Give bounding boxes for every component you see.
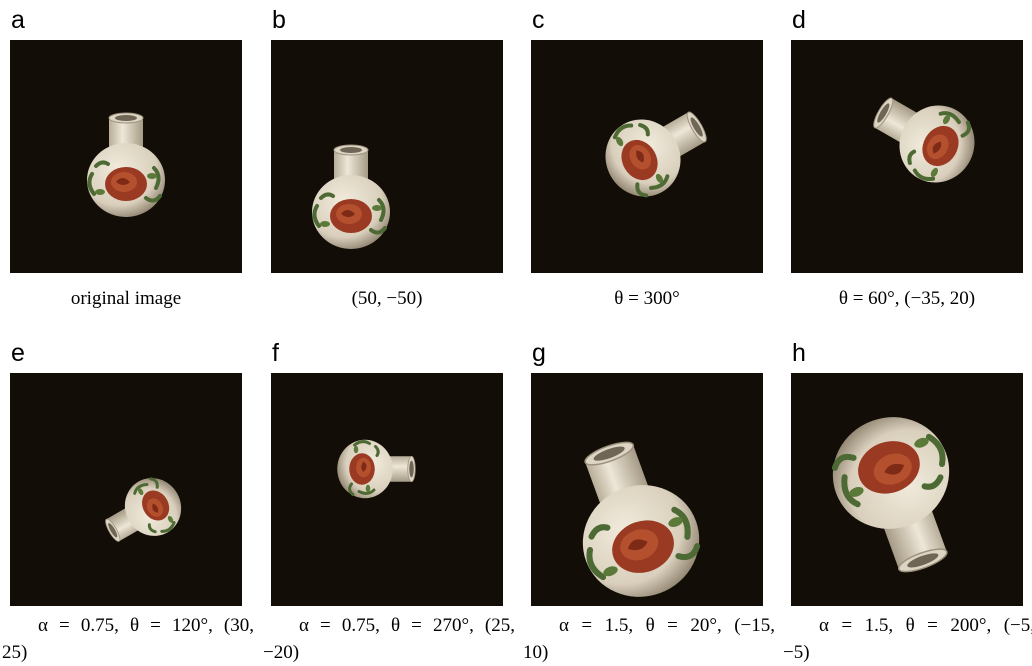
panel-image: [531, 373, 763, 606]
panel-label: e: [11, 341, 25, 366]
figure: a original image b (50, −50) c: [0, 0, 1032, 666]
panel-image: [10, 373, 242, 606]
panel-label: g: [532, 341, 546, 366]
panel-image: [10, 40, 242, 273]
panel-image: [271, 373, 503, 606]
panel-caption: (50, −50): [271, 285, 503, 312]
panel-image: [531, 40, 763, 273]
panel-image: [271, 40, 503, 273]
panel-label: b: [272, 8, 286, 33]
panel-image: [791, 373, 1023, 606]
panel-caption: α = 0.75, θ = 120°, (30, 25): [2, 612, 254, 666]
panel-label: d: [792, 8, 806, 33]
panel-caption: θ = 300°: [531, 285, 763, 312]
panel-label: a: [11, 8, 25, 33]
panel-caption: α = 0.75, θ = 270°, (25, −20): [263, 612, 515, 666]
panel-image: [791, 40, 1023, 273]
panel-label: c: [532, 8, 545, 33]
panel-label: h: [792, 341, 806, 366]
panel-label: f: [272, 341, 279, 366]
panel-caption: θ = 60°, (−35, 20): [791, 285, 1023, 312]
panel-caption: α = 1.5, θ = 20°, (−15, 10): [523, 612, 775, 666]
panel-caption: α = 1.5, θ = 200°, (−5, −5): [783, 612, 1032, 666]
panel-caption: original image: [10, 285, 242, 312]
